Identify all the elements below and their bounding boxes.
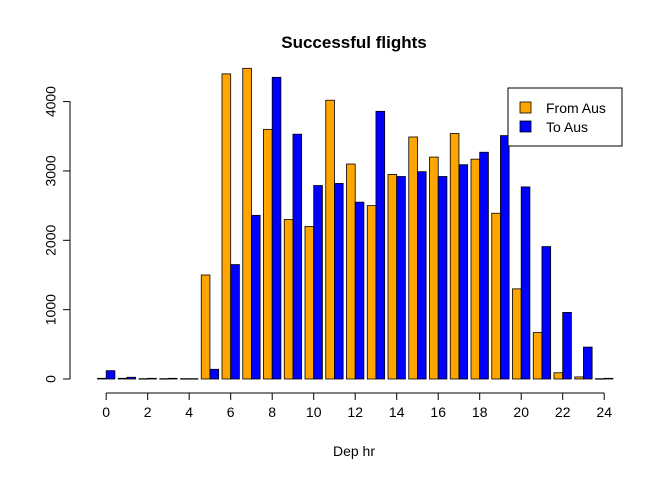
y-axis: 0 1000 2000 3000 4000 (43, 86, 71, 383)
legend-swatch-from-aus (519, 101, 532, 114)
x-tick-label: 6 (227, 404, 235, 420)
bars-group (97, 67, 614, 380)
bar-from-aus-14 (387, 174, 398, 380)
bar-from-aus-13 (366, 205, 377, 380)
bar-from-aus-15 (408, 136, 418, 380)
bar-to-aus-19 (500, 135, 510, 380)
bar-to-aus-21 (541, 246, 552, 380)
bar-from-aus-8 (263, 128, 273, 380)
x-tick-label: 22 (555, 404, 571, 420)
x-tick-label: 14 (389, 404, 405, 420)
bar-from-aus-10 (304, 226, 315, 380)
bar-to-aus-9 (292, 133, 303, 380)
x-tick-label: 16 (430, 404, 446, 420)
bar-from-aus-12 (346, 163, 356, 380)
x-tick-label: 8 (268, 404, 276, 420)
x-axis-label: Dep hr (333, 443, 375, 459)
bar-from-aus-23 (574, 376, 584, 380)
bar-to-aus-8 (271, 76, 282, 380)
legend-label-from-aus: From Aus (546, 100, 606, 116)
bar-to-aus-7 (251, 214, 261, 380)
bar-to-aus-12 (354, 201, 365, 380)
bar-from-aus-24 (595, 378, 605, 380)
legend-box (507, 87, 623, 147)
bar-from-aus-21 (532, 332, 543, 380)
legend-swatch-to-aus (519, 120, 532, 133)
bar-to-aus-13 (375, 110, 386, 380)
bar-to-aus-0 (105, 370, 116, 380)
bar-to-aus-1 (126, 376, 137, 380)
bar-to-aus-14 (396, 176, 406, 380)
x-tick-label: 0 (102, 404, 110, 420)
bar-to-aus-15 (417, 171, 427, 380)
bar-to-aus-11 (334, 183, 344, 380)
chart-title: Successful flights (281, 33, 426, 52)
bar-to-aus-10 (313, 185, 323, 380)
bar-from-aus-19 (491, 212, 501, 380)
y-tick-label: 1000 (43, 294, 59, 325)
bar-to-aus-2 (147, 377, 157, 380)
bar-from-aus-18 (470, 158, 481, 380)
bar-from-aus-1 (117, 377, 128, 380)
bar-to-aus-24 (603, 377, 614, 380)
bar-to-aus-20 (520, 186, 531, 380)
bar-from-aus-2 (138, 378, 149, 380)
x-tick-label: 18 (472, 404, 488, 420)
y-tick-label: 3000 (43, 155, 59, 186)
x-tick-label: 4 (185, 404, 193, 420)
bar-from-aus-17 (449, 133, 460, 380)
bar-to-aus-16 (437, 176, 448, 380)
bar-from-aus-16 (429, 156, 439, 380)
bar-to-aus-6 (230, 264, 240, 380)
bar-to-aus-4 (188, 378, 199, 380)
bar-from-aus-20 (512, 288, 522, 380)
y-tick-label: 4000 (43, 86, 59, 117)
bar-to-aus-17 (458, 164, 469, 380)
bar-from-aus-11 (325, 99, 335, 380)
bar-from-aus-22 (553, 372, 564, 380)
bar-to-aus-23 (583, 346, 593, 380)
x-axis: 0 2 4 6 8 10 12 14 16 18 20 22 24 (102, 392, 612, 420)
legend: From Aus To Aus (507, 87, 623, 147)
bar-from-aus-6 (221, 73, 232, 380)
y-tick-label: 2000 (43, 225, 59, 256)
bar-to-aus-3 (168, 377, 178, 380)
bar-from-aus-3 (159, 378, 169, 380)
x-tick-label: 24 (596, 404, 612, 420)
x-tick-label: 20 (513, 404, 529, 420)
bar-from-aus-9 (283, 219, 294, 380)
bar-to-aus-5 (209, 368, 220, 380)
y-tick-label: 0 (43, 375, 59, 383)
legend-label-to-aus: To Aus (546, 119, 588, 135)
bar-from-aus-7 (242, 67, 252, 380)
bar-to-aus-18 (479, 151, 489, 380)
bar-to-aus-22 (562, 312, 572, 380)
x-tick-label: 12 (347, 404, 363, 420)
bar-from-aus-0 (97, 377, 107, 380)
bar-from-aus-5 (200, 274, 211, 380)
x-tick-label: 10 (306, 404, 322, 420)
x-tick-label: 2 (144, 404, 152, 420)
bar-from-aus-4 (180, 378, 190, 380)
